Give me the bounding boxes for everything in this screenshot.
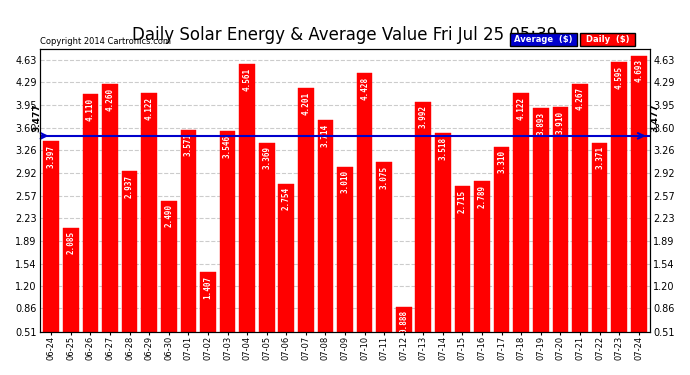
Text: 3.010: 3.010 <box>340 170 350 193</box>
Text: 3.992: 3.992 <box>419 105 428 128</box>
Text: 3.369: 3.369 <box>262 146 271 170</box>
Bar <box>63 228 79 365</box>
Bar <box>239 64 255 365</box>
Bar <box>611 62 627 365</box>
Text: 3.910: 3.910 <box>556 111 565 134</box>
Text: 4.693: 4.693 <box>634 59 643 82</box>
Text: 4.122: 4.122 <box>145 97 154 120</box>
Bar <box>259 143 275 365</box>
Text: Average  ($): Average ($) <box>514 35 573 44</box>
Bar <box>631 56 647 365</box>
Bar <box>279 183 294 365</box>
Text: 4.561: 4.561 <box>243 68 252 91</box>
Text: 4.110: 4.110 <box>86 98 95 120</box>
Bar <box>376 162 392 365</box>
Bar <box>533 108 549 365</box>
Text: 4.260: 4.260 <box>106 87 115 111</box>
Bar <box>317 120 333 365</box>
Bar <box>337 166 353 365</box>
Text: 1.407: 1.407 <box>204 276 213 299</box>
Bar <box>572 84 588 365</box>
FancyBboxPatch shape <box>510 33 577 46</box>
Text: 3.714: 3.714 <box>321 123 330 147</box>
Bar <box>43 141 59 365</box>
Text: 3.893: 3.893 <box>536 112 545 135</box>
Text: 2.490: 2.490 <box>164 204 173 227</box>
Text: 4.122: 4.122 <box>517 97 526 120</box>
Text: 3.477: 3.477 <box>651 103 660 132</box>
Bar <box>219 131 235 365</box>
Text: 2.754: 2.754 <box>282 187 290 210</box>
Text: 4.428: 4.428 <box>360 76 369 99</box>
Bar <box>357 73 373 365</box>
Bar <box>181 130 196 365</box>
Text: 3.546: 3.546 <box>223 135 232 158</box>
Text: 2.789: 2.789 <box>477 184 486 208</box>
Bar <box>435 133 451 365</box>
Bar <box>161 201 177 365</box>
Text: 4.267: 4.267 <box>575 87 584 110</box>
Bar <box>200 272 216 365</box>
Text: 3.310: 3.310 <box>497 150 506 173</box>
Bar <box>102 84 118 365</box>
Text: 2.937: 2.937 <box>125 175 134 198</box>
Text: 0.888: 0.888 <box>400 310 408 333</box>
Bar <box>121 171 137 365</box>
Bar <box>415 102 431 365</box>
Bar <box>592 143 607 365</box>
Bar <box>396 307 411 365</box>
Text: 3.571: 3.571 <box>184 133 193 156</box>
Text: 3.371: 3.371 <box>595 146 604 169</box>
Text: Copyright 2014 Cartronics.com: Copyright 2014 Cartronics.com <box>39 37 170 46</box>
Text: 3.397: 3.397 <box>47 144 56 168</box>
Bar <box>141 93 157 365</box>
Bar <box>83 94 98 365</box>
Bar <box>298 88 314 365</box>
Text: 4.595: 4.595 <box>615 65 624 88</box>
Title: Daily Solar Energy & Average Value Fri Jul 25 05:39: Daily Solar Energy & Average Value Fri J… <box>132 26 558 44</box>
Text: 3.518: 3.518 <box>438 136 447 160</box>
Bar <box>513 93 529 365</box>
Text: 2.715: 2.715 <box>458 189 467 213</box>
Bar <box>455 186 471 365</box>
Text: 4.201: 4.201 <box>302 92 310 114</box>
Text: 3.075: 3.075 <box>380 166 388 189</box>
Text: 2.085: 2.085 <box>66 231 75 254</box>
Text: Daily  ($): Daily ($) <box>586 35 629 44</box>
Text: 3.477: 3.477 <box>32 103 41 132</box>
FancyBboxPatch shape <box>580 33 635 46</box>
Bar <box>553 107 569 365</box>
Bar <box>494 147 509 365</box>
Bar <box>474 181 490 365</box>
